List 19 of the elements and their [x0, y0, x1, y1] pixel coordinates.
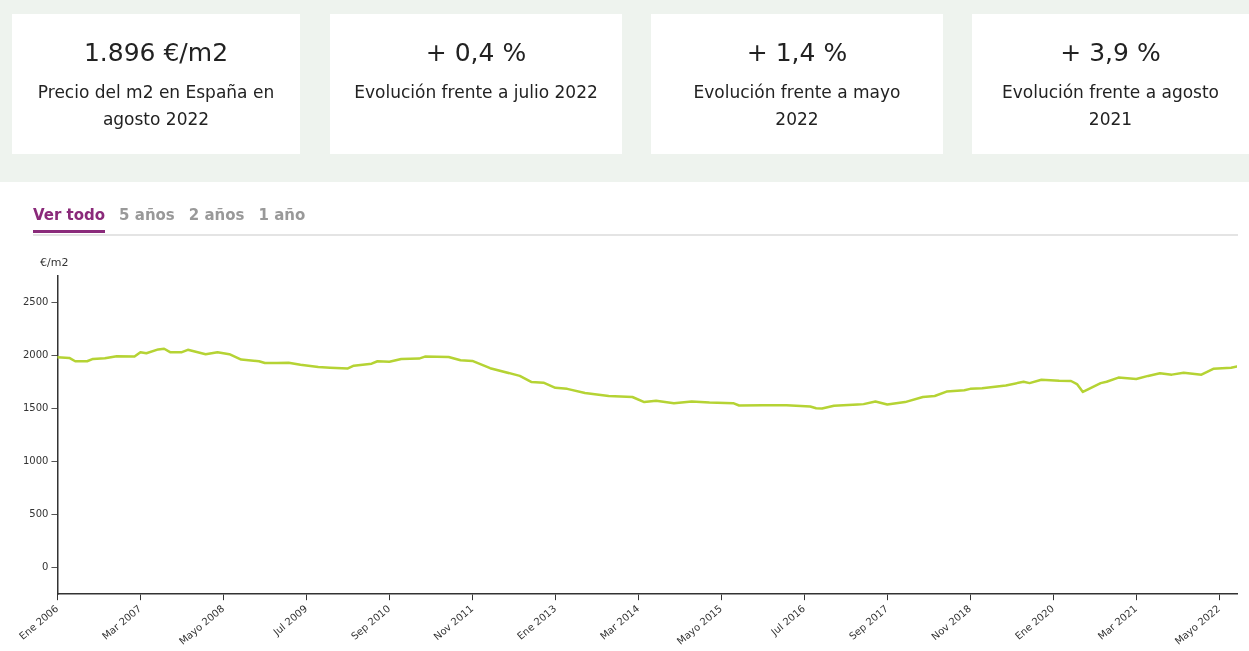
- text: Evolución frente a agosto 2021: [1000, 81, 1221, 131]
- text: + 0,4 %: [424, 38, 528, 67]
- y-tick-label: 2000: [23, 349, 49, 361]
- y-tick-label: 2500: [23, 296, 49, 308]
- text: + 1,4 %: [745, 38, 849, 67]
- y-tick-label: 500: [29, 508, 49, 520]
- text: 5 años: [119, 206, 175, 226]
- text: Evolución frente a mayo 2022: [692, 81, 902, 131]
- text: 1 año: [258, 206, 306, 226]
- y-tick-label: 1000: [23, 455, 49, 467]
- y-tick-label: 1500: [23, 402, 49, 414]
- y-axis-title: €/m2: [40, 256, 69, 270]
- text: 2 años: [188, 206, 245, 226]
- text: + 3,9 %: [1059, 38, 1162, 67]
- text: Precio del m2 en España en agosto 2022: [36, 81, 276, 131]
- text: Evolución frente a julio 2022: [353, 81, 599, 104]
- text: Ver todo: [33, 206, 106, 233]
- text: 1.896 €/m2: [82, 38, 230, 67]
- y-tick-label: 0: [42, 561, 49, 573]
